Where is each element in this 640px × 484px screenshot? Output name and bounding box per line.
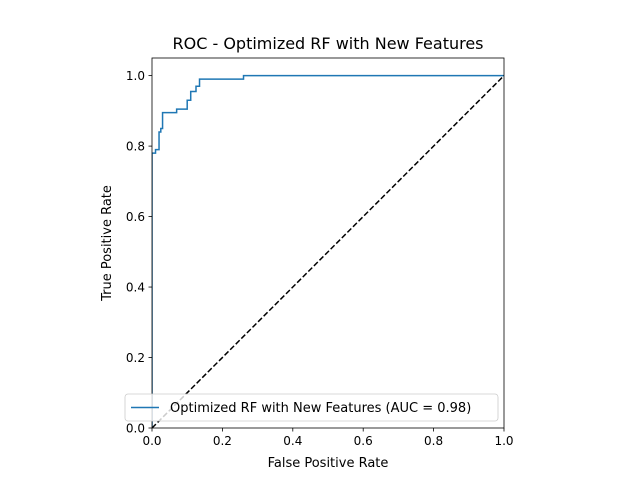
- x-tick-label: 0.4: [283, 434, 302, 448]
- axes: 0.0 0.2 0.4 0.6 0.8 1.0 0.0 0.2 0.4 0.6 0.8 1.0: [126, 57, 514, 448]
- axes-frame: [151, 57, 505, 429]
- y-tick-label: 0.6: [126, 210, 145, 224]
- y-tick-label: 1.0: [126, 69, 145, 83]
- legend-box: [124, 393, 499, 422]
- y-tick-label: 0.0: [126, 422, 145, 436]
- legend-label: Optimized RF with New Features (AUC = 0.…: [170, 401, 471, 416]
- plot-area: [152, 74, 504, 428]
- x-tick-label: 0.6: [354, 434, 373, 448]
- x-tick-label: 0.2: [213, 434, 232, 448]
- x-tick-label: 1.0: [494, 434, 513, 448]
- legend: Optimized RF with New Features (AUC = 0.…: [124, 393, 499, 422]
- y-tick-label: 0.8: [126, 140, 145, 154]
- y-tick-label: 0.2: [126, 351, 145, 365]
- chance-diagonal-line: [152, 75, 504, 428]
- y-axis-label: True Positive Rate: [100, 185, 115, 302]
- roc-curve-line: [152, 74, 504, 428]
- chart-title: ROC - Optimized RF with New Features: [172, 34, 483, 53]
- y-tick-label: 0.4: [126, 281, 145, 295]
- x-tick-label: 0.8: [424, 434, 443, 448]
- x-tick-label: 0.0: [142, 434, 161, 448]
- x-axis-label: False Positive Rate: [268, 456, 389, 471]
